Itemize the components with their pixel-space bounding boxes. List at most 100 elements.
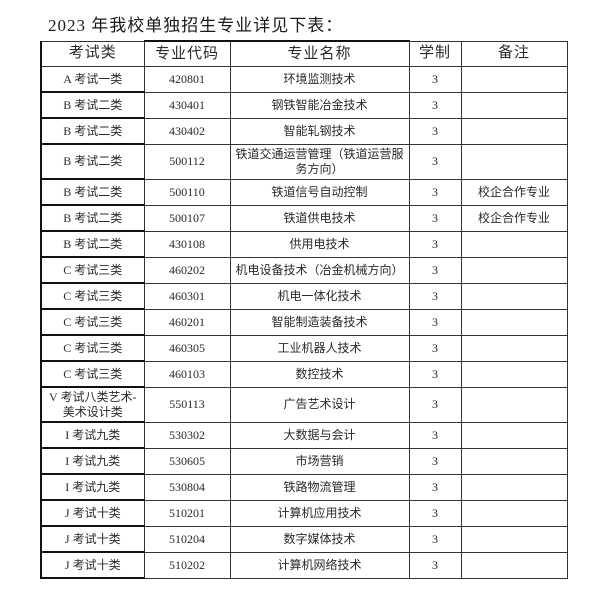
major-code-cell: 500107 xyxy=(143,204,231,232)
remarks-cell xyxy=(460,230,568,258)
exam-category-cell: J 考试十类 xyxy=(40,499,145,527)
major-code-cell: 460301 xyxy=(143,282,231,310)
table-body: A 考试一类 420801 环境监测技术 3 B 考试二类 430401 钢铁智能冶金技术 3… xyxy=(40,66,568,579)
duration-cell: 3 xyxy=(408,360,462,388)
remarks-cell xyxy=(460,143,568,180)
table-row: C 考试三类 460103 数控技术 3 xyxy=(40,360,568,388)
major-name-cell: 铁道供电技术 xyxy=(229,204,410,232)
exam-category-cell: I 考试九类 xyxy=(40,447,145,475)
table-row: V 考试八类艺术-美术设计类 550113 广告艺术设计 3 xyxy=(40,386,568,423)
major-name-cell: 大数据与会计 xyxy=(229,421,410,449)
table-row: B 考试二类 500107 铁道供电技术 3 校企合作专业 xyxy=(40,204,568,232)
table-row: B 考试二类 430401 钢铁智能冶金技术 3 xyxy=(40,91,568,119)
duration-cell: 3 xyxy=(408,334,462,362)
major-name-cell: 广告艺术设计 xyxy=(229,386,410,423)
table-row: C 考试三类 460305 工业机器人技术 3 xyxy=(40,334,568,362)
duration-cell: 3 xyxy=(408,499,462,527)
duration-cell: 3 xyxy=(408,256,462,284)
exam-category-cell: A 考试一类 xyxy=(40,66,145,93)
table-row: J 考试十类 510204 数字媒体技术 3 xyxy=(40,525,568,553)
duration-cell: 3 xyxy=(408,525,462,553)
remarks-cell xyxy=(460,525,568,553)
exam-category-cell: B 考试二类 xyxy=(40,204,145,232)
major-code-cell: 500112 xyxy=(143,143,231,180)
table-row: B 考试二类 430402 智能轧钢技术 3 xyxy=(40,117,568,145)
major-code-cell: 510201 xyxy=(143,499,231,527)
major-name-cell: 环境监测技术 xyxy=(229,66,410,93)
exam-category-cell: J 考试十类 xyxy=(40,551,145,579)
remarks-cell xyxy=(460,360,568,388)
exam-category-cell: C 考试三类 xyxy=(40,360,145,388)
major-name-cell: 铁路物流管理 xyxy=(229,473,410,501)
major-code-cell: 530605 xyxy=(143,447,231,475)
major-code-cell: 510204 xyxy=(143,525,231,553)
major-name-cell: 工业机器人技术 xyxy=(229,334,410,362)
remarks-cell xyxy=(460,386,568,423)
exam-category-cell: C 考试三类 xyxy=(40,256,145,284)
remarks-cell xyxy=(460,499,568,527)
duration-cell: 3 xyxy=(408,178,462,206)
header-exam-category: 考试类 xyxy=(40,40,145,67)
remarks-cell xyxy=(460,334,568,362)
exam-category-cell: B 考试二类 xyxy=(40,143,145,180)
major-code-cell: 530804 xyxy=(143,473,231,501)
remarks-cell: 校企合作专业 xyxy=(460,204,568,232)
header-duration: 学制 xyxy=(408,40,462,67)
header-major-code: 专业代码 xyxy=(143,40,231,67)
major-name-cell: 计算机网络技术 xyxy=(229,551,410,579)
major-code-cell: 550113 xyxy=(143,386,231,423)
duration-cell: 3 xyxy=(408,204,462,232)
major-name-cell: 市场营销 xyxy=(229,447,410,475)
duration-cell: 3 xyxy=(408,91,462,119)
major-name-cell: 计算机应用技术 xyxy=(229,499,410,527)
table-header-row: 考试类 专业代码 专业名称 学制 备注 xyxy=(40,40,568,67)
remarks-cell: 校企合作专业 xyxy=(460,178,568,206)
remarks-cell xyxy=(460,117,568,145)
exam-category-cell: C 考试三类 xyxy=(40,308,145,336)
remarks-cell xyxy=(460,473,568,501)
table-row: I 考试九类 530804 铁路物流管理 3 xyxy=(40,473,568,501)
major-name-cell: 机电一体化技术 xyxy=(229,282,410,310)
major-code-cell: 460201 xyxy=(143,308,231,336)
header-major-name: 专业名称 xyxy=(229,40,410,67)
exam-category-cell: C 考试三类 xyxy=(40,282,145,310)
major-name-cell: 铁道信号自动控制 xyxy=(229,178,410,206)
table-row: C 考试三类 460201 智能制造装备技术 3 xyxy=(40,308,568,336)
major-name-cell: 钢铁智能冶金技术 xyxy=(229,91,410,119)
major-name-cell: 数字媒体技术 xyxy=(229,525,410,553)
duration-cell: 3 xyxy=(408,230,462,258)
table-row: I 考试九类 530302 大数据与会计 3 xyxy=(40,421,568,449)
exam-category-cell: B 考试二类 xyxy=(40,117,145,145)
major-name-cell: 供用电技术 xyxy=(229,230,410,258)
table-row: B 考试二类 500112 铁道交通运营管理（铁道运营服务方向） 3 xyxy=(40,143,568,180)
table-row: J 考试十类 510201 计算机应用技术 3 xyxy=(40,499,568,527)
major-code-cell: 460202 xyxy=(143,256,231,284)
duration-cell: 3 xyxy=(408,551,462,579)
exam-category-cell: C 考试三类 xyxy=(40,334,145,362)
major-code-cell: 530302 xyxy=(143,421,231,449)
duration-cell: 3 xyxy=(408,386,462,423)
exam-category-cell: I 考试九类 xyxy=(40,473,145,501)
table-row: B 考试二类 430108 供用电技术 3 xyxy=(40,230,568,258)
major-name-cell: 智能制造装备技术 xyxy=(229,308,410,336)
table-row: A 考试一类 420801 环境监测技术 3 xyxy=(40,66,568,93)
major-code-cell: 500110 xyxy=(143,178,231,206)
duration-cell: 3 xyxy=(408,473,462,501)
duration-cell: 3 xyxy=(408,421,462,449)
duration-cell: 3 xyxy=(408,447,462,475)
exam-category-cell: B 考试二类 xyxy=(40,178,145,206)
exam-category-cell: B 考试二类 xyxy=(40,230,145,258)
major-name-cell: 智能轧钢技术 xyxy=(229,117,410,145)
major-code-cell: 460305 xyxy=(143,334,231,362)
remarks-cell xyxy=(460,66,568,93)
exam-category-cell: I 考试九类 xyxy=(40,421,145,449)
remarks-cell xyxy=(460,282,568,310)
major-code-cell: 430108 xyxy=(143,230,231,258)
duration-cell: 3 xyxy=(408,66,462,93)
majors-table: 考试类 专业代码 专业名称 学制 备注 A 考试一类 420801 环境监测技术 3 B 考试二… xyxy=(40,40,568,579)
document-title: 2023 年我校单独招生专业详见下表： xyxy=(48,16,344,35)
major-code-cell: 430401 xyxy=(143,91,231,119)
table-row: C 考试三类 460202 机电设备技术（冶金机械方向） 3 xyxy=(40,256,568,284)
remarks-cell xyxy=(460,447,568,475)
remarks-cell xyxy=(460,421,568,449)
